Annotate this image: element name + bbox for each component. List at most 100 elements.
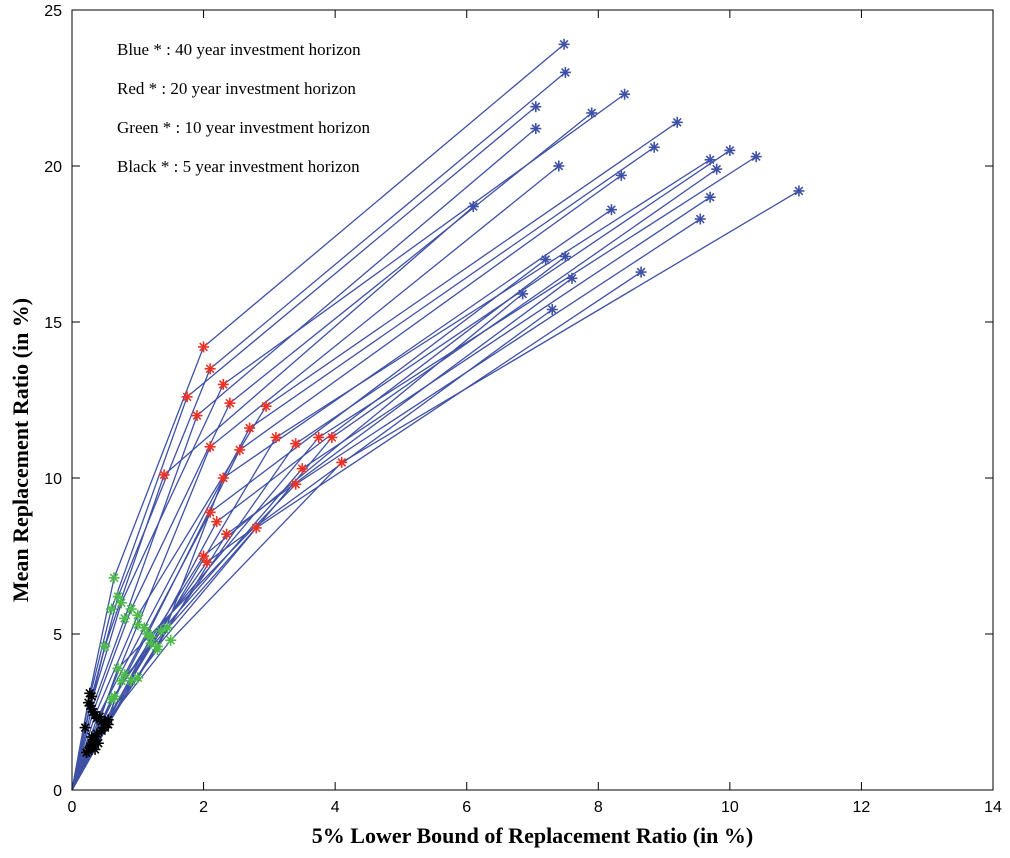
marker-10-year <box>145 637 157 649</box>
series-line <box>71 209 612 791</box>
series-line <box>71 165 560 791</box>
marker-20-year <box>260 400 272 412</box>
marker-10-year <box>119 612 131 624</box>
x-axis-label: 5% Lower Bound of Replacement Ratio (in … <box>312 823 753 848</box>
marker-40-year <box>793 185 805 197</box>
y-tick-label: 15 <box>44 315 62 332</box>
marker-20-year <box>191 410 203 422</box>
marker-20-year <box>250 522 262 534</box>
series-line <box>71 308 553 791</box>
marker-40-year <box>635 266 647 278</box>
x-tick-label: 10 <box>721 799 739 816</box>
marker-40-year <box>648 141 660 153</box>
annotations: Blue * : 40 year investment horizon Red *… <box>117 40 371 176</box>
marker-40-year <box>540 254 552 266</box>
marker-10-year <box>115 597 127 609</box>
marker-5-year <box>102 714 114 726</box>
y-tick-label: 5 <box>53 627 62 644</box>
y-tick-label: 25 <box>44 3 62 20</box>
series-line <box>71 255 566 791</box>
marker-20-year <box>204 441 216 453</box>
series-line <box>71 149 731 791</box>
marker-40-year <box>586 107 598 119</box>
marker-40-year <box>671 116 683 128</box>
series-line <box>71 168 718 791</box>
marker-20-year <box>198 341 210 353</box>
marker-20-year <box>270 431 282 443</box>
y-tick-label: 20 <box>44 159 62 176</box>
marker-40-year <box>517 288 529 300</box>
series-line <box>71 174 622 791</box>
marker-20-year <box>221 528 233 540</box>
marker-20-year <box>336 456 348 468</box>
marker-40-year <box>559 250 571 262</box>
marker-40-year <box>558 38 570 50</box>
marker-20-year <box>217 378 229 390</box>
y-axis-label: Mean Replacement Ratio (in %) <box>8 298 33 602</box>
series-line <box>71 121 678 791</box>
marker-20-year <box>211 516 223 528</box>
series-line <box>71 146 655 791</box>
marker-40-year <box>750 151 762 163</box>
marker-40-year <box>704 191 716 203</box>
x-tick-label: 14 <box>984 799 1002 816</box>
marker-20-year <box>204 363 216 375</box>
legend-annotation: Blue * : 40 year investment horizon <box>117 40 361 59</box>
marker-10-year <box>115 675 127 687</box>
series-line <box>71 271 642 791</box>
marker-40-year <box>559 66 571 78</box>
marker-40-year <box>711 163 723 175</box>
marker-40-year <box>605 204 617 216</box>
marker-40-year <box>694 213 706 225</box>
series-line <box>71 206 474 791</box>
marker-20-year <box>158 469 170 481</box>
marker-10-year <box>105 694 117 706</box>
marker-40-year <box>530 101 542 113</box>
marker-40-year <box>615 169 627 181</box>
marker-20-year <box>313 431 325 443</box>
series-line <box>71 196 711 791</box>
series-markers <box>79 38 805 759</box>
marker-40-year <box>724 144 736 156</box>
marker-10-year <box>108 572 120 584</box>
y-tick-label: 10 <box>44 471 62 488</box>
marker-20-year <box>244 422 256 434</box>
marker-5-year <box>79 722 91 734</box>
plot-frame <box>71 9 994 791</box>
marker-40-year <box>553 160 565 172</box>
marker-40-year <box>467 201 479 213</box>
marker-20-year <box>204 506 216 518</box>
marker-5-year <box>80 747 92 759</box>
marker-20-year <box>326 431 338 443</box>
x-tick-label: 2 <box>199 799 208 816</box>
y-tick-label: 0 <box>53 783 62 800</box>
marker-40-year <box>566 272 578 284</box>
x-tick-label: 0 <box>68 799 77 816</box>
marker-10-year <box>132 619 144 631</box>
marker-10-year <box>165 634 177 646</box>
marker-10-year <box>112 662 124 674</box>
marker-40-year <box>530 123 542 135</box>
marker-20-year <box>290 478 302 490</box>
marker-40-year <box>546 304 558 316</box>
x-tick-label: 6 <box>462 799 471 816</box>
legend-annotation: Green * : 10 year investment horizon <box>117 118 371 137</box>
marker-40-year <box>704 154 716 166</box>
series-line <box>71 190 800 791</box>
marker-40-year <box>619 88 631 100</box>
marker-10-year <box>161 622 173 634</box>
legend-annotation: Black * : 5 year investment horizon <box>117 157 360 176</box>
series-line <box>71 277 573 791</box>
series-line <box>71 128 537 791</box>
marker-10-year <box>132 672 144 684</box>
series-line <box>71 156 757 791</box>
marker-10-year <box>99 640 111 652</box>
x-tick-label: 8 <box>594 799 603 816</box>
marker-20-year <box>290 438 302 450</box>
marker-20-year <box>296 463 308 475</box>
x-tick-label: 12 <box>853 799 871 816</box>
marker-20-year <box>234 444 246 456</box>
series-line <box>71 112 593 791</box>
marker-20-year <box>224 397 236 409</box>
